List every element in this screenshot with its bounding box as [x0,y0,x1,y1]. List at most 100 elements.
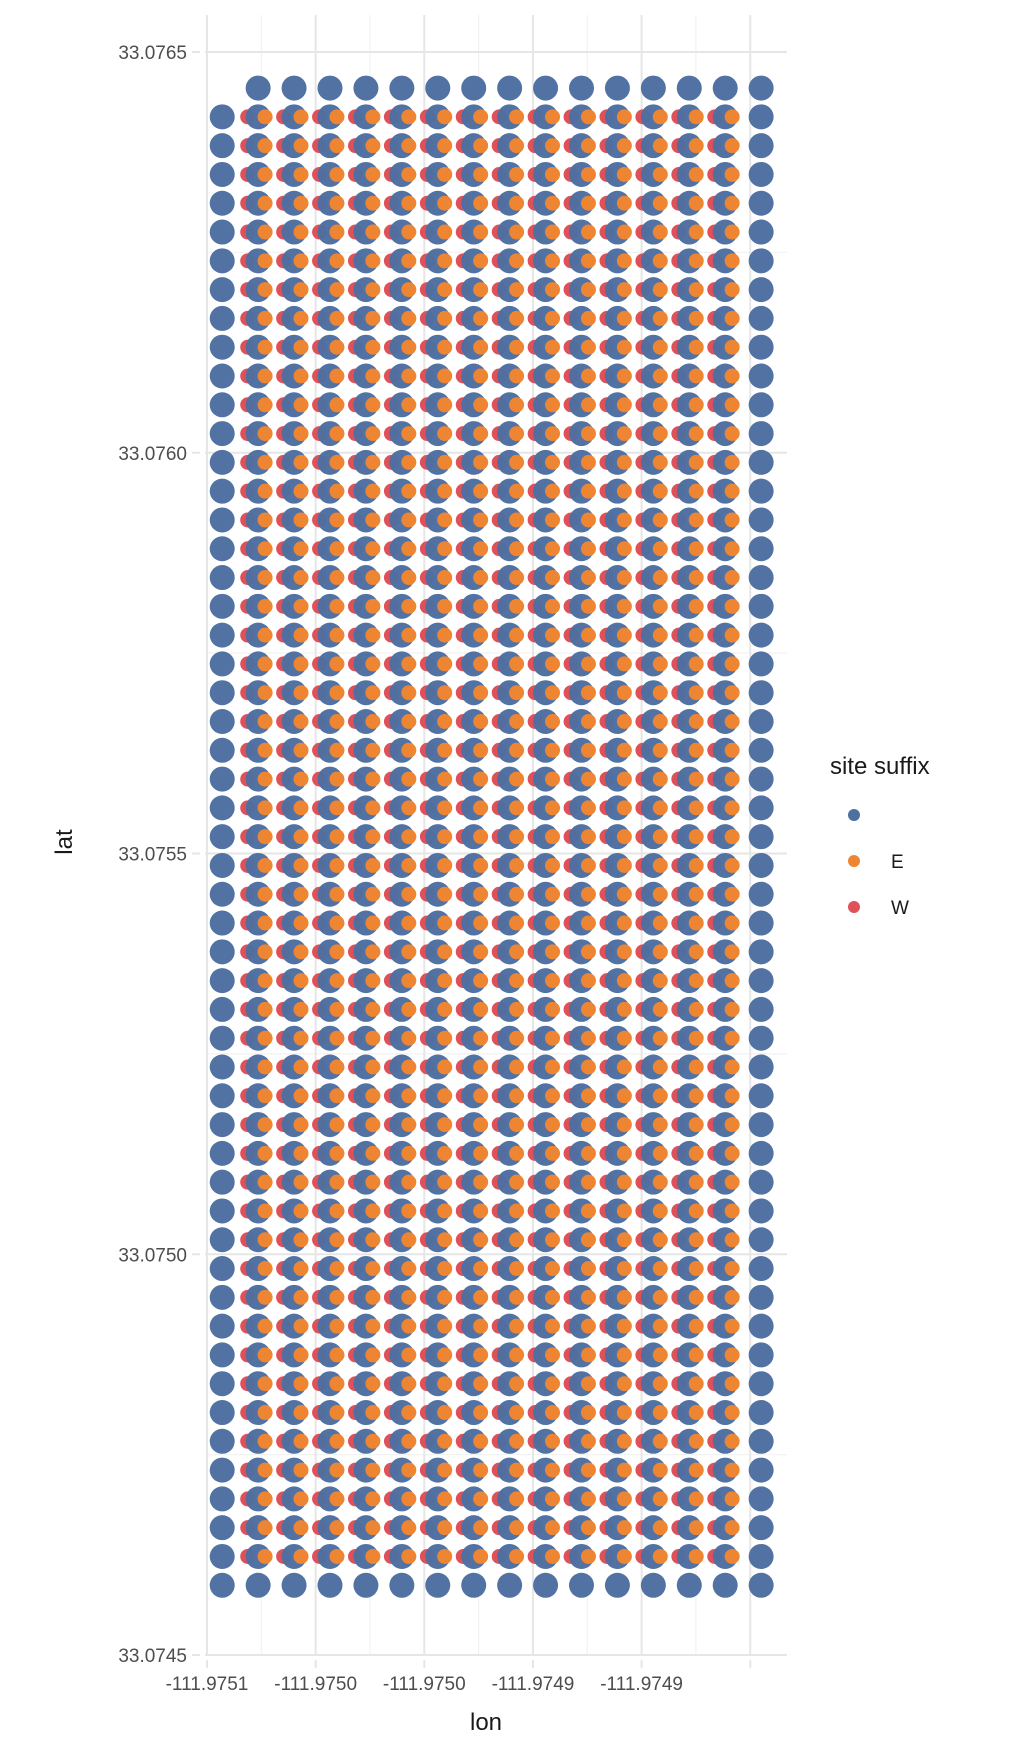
e-point [545,483,561,499]
e-point [580,1491,596,1507]
e-point [652,253,668,269]
e-point [365,1318,381,1334]
e-point [365,1405,381,1421]
e-point [616,627,632,643]
e-point [329,1462,345,1478]
blank-suffix-point [209,1313,235,1339]
e-point [365,310,381,326]
e-point [580,829,596,845]
e-point [688,1462,704,1478]
e-point [616,541,632,557]
e-point [580,713,596,729]
e-point [329,138,345,154]
e-point [401,1433,417,1449]
blank-suffix-point [209,1169,235,1195]
blank-suffix-point [209,1572,235,1598]
e-point [688,570,704,586]
e-point [473,454,489,470]
blank-suffix-point [748,1112,774,1138]
e-point [688,829,704,845]
e-point [580,1347,596,1363]
e-point [365,166,381,182]
e-point [724,1376,740,1392]
e-point [401,915,417,931]
blank-suffix-point [209,507,235,533]
e-point [473,224,489,240]
e-point [509,829,525,845]
legend-key [848,809,860,821]
e-point [652,1405,668,1421]
e-point [329,397,345,413]
e-point [293,1376,309,1392]
e-point [652,426,668,442]
e-point [473,1318,489,1334]
e-point [401,771,417,787]
e-point [365,138,381,154]
e-point [437,829,453,845]
e-point [652,339,668,355]
e-point [329,109,345,125]
e-point [401,282,417,298]
e-point [652,1261,668,1277]
blank-suffix-point [748,881,774,907]
e-point [257,886,273,902]
e-point [437,368,453,384]
e-point [329,195,345,211]
e-point [616,771,632,787]
e-point [401,368,417,384]
e-point [616,1261,632,1277]
e-point [616,713,632,729]
e-point [724,109,740,125]
e-point [652,512,668,528]
e-point [724,224,740,240]
e-point [257,1376,273,1392]
e-point [401,829,417,845]
e-point [329,483,345,499]
e-point [724,829,740,845]
e-point [365,915,381,931]
e-point [688,1520,704,1536]
e-point [401,1059,417,1075]
e-point [365,195,381,211]
e-point [545,310,561,326]
blank-suffix-point [568,75,594,101]
e-point [401,598,417,614]
e-point [724,454,740,470]
e-point [724,282,740,298]
e-point [329,1318,345,1334]
blank-suffix-point [748,133,774,159]
blank-suffix-point [317,75,343,101]
e-point [688,368,704,384]
blank-suffix-point [748,1054,774,1080]
blank-suffix-point [209,392,235,418]
e-point [580,368,596,384]
e-point [652,1059,668,1075]
e-point [329,1491,345,1507]
e-point [365,1001,381,1017]
e-point [293,800,309,816]
e-point [509,1405,525,1421]
e-point [580,1405,596,1421]
x-axis-title: lon [470,1709,502,1736]
e-point [401,857,417,873]
e-point [473,1030,489,1046]
e-point [401,713,417,729]
x-tick-label: -111.9749 [492,1674,575,1695]
blank-suffix-point [748,334,774,360]
e-point [365,1145,381,1161]
e-point [365,1117,381,1133]
e-point [580,598,596,614]
e-point [724,627,740,643]
e-point [616,195,632,211]
e-point [580,310,596,326]
e-point [329,1145,345,1161]
e-point [688,886,704,902]
e-point [616,800,632,816]
blank-suffix-point [461,75,487,101]
e-point [473,598,489,614]
e-point [473,1203,489,1219]
e-point [437,1232,453,1248]
e-point [473,1433,489,1449]
e-point [473,771,489,787]
blank-suffix-point [209,622,235,648]
